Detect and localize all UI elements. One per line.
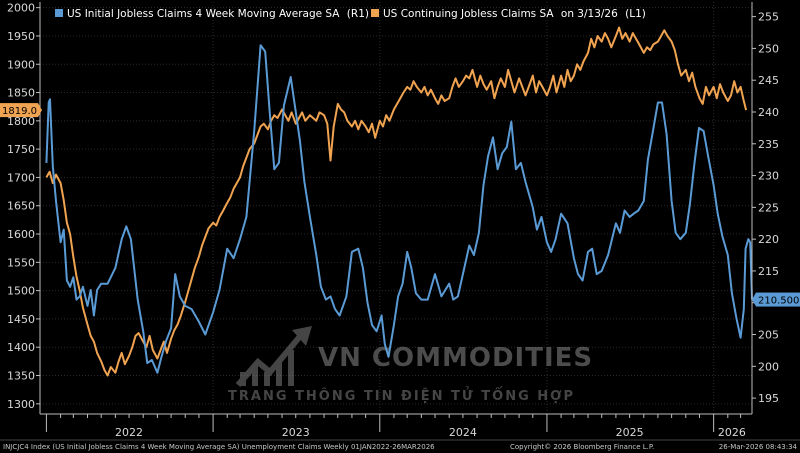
continuing-flag-pointer [38, 103, 42, 118]
left-tick-label: 1350 [7, 370, 35, 383]
legend-continuing-claims-as-of: on 3/13/26 [561, 8, 618, 20]
x-axis: 2022 2023 2024 2025 2026 [0, 413, 800, 441]
left-tick-label: 1900 [7, 58, 35, 71]
legend-initial-claims-axis-tag: (R1) [347, 8, 369, 20]
left-tick-label: 1450 [7, 313, 35, 326]
watermark-tagline: TRANG THÔNG TIN ĐIỆN TỬ TỔNG HỢP [228, 386, 575, 404]
initial-last-value: 210.500 [758, 296, 799, 307]
legend-continuing-claims-name: US Continuing Jobless Claims SA [383, 8, 554, 20]
legend: US Initial Jobless Claims 4 Week Moving … [55, 8, 646, 20]
left-tick-label: 1750 [7, 143, 35, 156]
left-tick-label: 1600 [7, 228, 35, 241]
series-layer [45, 26, 753, 377]
right-tick-label: 250 [758, 42, 779, 55]
footer: INJCJC4 Index (US Initial Jobless Claims… [3, 443, 798, 451]
legend-label-continuing-claims: US Continuing Jobless Claims SA on 3/13/… [383, 8, 646, 20]
left-tick-label: 1500 [7, 285, 35, 298]
left-tick-label: 1950 [7, 30, 35, 43]
left-axis: 1300 1350 1400 1450 1500 1550 1600 1650 1700 1750… [7, 2, 41, 414]
continuing-last-value: 1819.0 [2, 106, 37, 117]
legend-initial-claims-name: US Initial Jobless Claims 4 Week Moving … [67, 8, 340, 20]
left-tick-label: 1650 [7, 200, 35, 213]
legend-label-initial-claims: US Initial Jobless Claims 4 Week Moving … [67, 8, 369, 20]
right-tick-label: 215 [758, 265, 779, 278]
legend-swatch-continuing-claims [371, 9, 379, 17]
year-label: 2022 [115, 426, 143, 439]
footer-copyright: Copyright© 2026 Bloomberg Finance L.P. [510, 443, 654, 451]
year-label: 2023 [282, 426, 310, 439]
year-label: 2025 [616, 426, 644, 439]
legend-swatch-initial-claims [55, 9, 63, 17]
right-tick-label: 205 [758, 329, 779, 342]
initial-last-value-flag [756, 292, 800, 307]
left-tick-label: 1850 [7, 87, 35, 100]
left-tick-label: 2000 [7, 2, 35, 15]
year-label: 2026 [718, 426, 746, 439]
continuing-last-value-flag [0, 103, 38, 118]
initial-flag-pointer [752, 292, 756, 307]
right-tick-label: 220 [758, 233, 779, 246]
footer-source: INJCJC4 Index (US Initial Jobless Claims… [3, 443, 435, 451]
left-tick-label: 1700 [7, 171, 35, 184]
year-label: 2024 [449, 426, 477, 439]
legend-continuing-claims-axis-tag: (L1) [625, 8, 646, 20]
right-tick-label: 195 [758, 392, 779, 405]
right-tick-label: 255 [758, 11, 779, 24]
right-tick-label: 245 [758, 74, 779, 87]
right-tick-label: 235 [758, 138, 779, 151]
footer-timestamp: 26-Mar-2026 08:43:34 [719, 443, 798, 451]
left-tick-label: 1400 [7, 341, 35, 354]
continuing-claims-line [45, 26, 748, 377]
right-tick-label: 230 [758, 170, 779, 183]
right-tick-label: 225 [758, 201, 779, 214]
left-tick-label: 1550 [7, 256, 35, 269]
watermark-brand: VN COMMODITIES [318, 343, 593, 373]
right-tick-label: 200 [758, 360, 779, 373]
left-tick-label: 1300 [7, 398, 35, 411]
initial-claims-line [45, 44, 753, 374]
right-tick-label: 240 [758, 106, 779, 119]
last-value-flags: 1819.0 210.500 [0, 103, 800, 307]
left-tick-label: 1800 [7, 115, 35, 128]
watermark-logo-icon [235, 326, 312, 387]
watermark: VN COMMODITIES TRANG THÔNG TIN ĐIỆN TỬ T… [228, 326, 593, 404]
